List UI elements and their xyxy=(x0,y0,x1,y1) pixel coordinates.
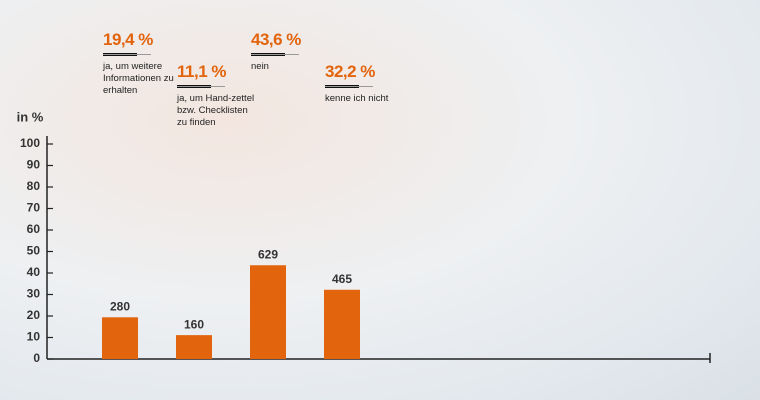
y-tick-label: 50 xyxy=(27,244,41,258)
category-label: 32,2 % kenne ich nicht xyxy=(325,62,403,105)
category-text: ja, um weitere Informationen zu erhalten xyxy=(103,61,174,96)
value-label: 11,1 % xyxy=(177,62,227,81)
y-tick-label: 70 xyxy=(27,201,41,215)
underline xyxy=(325,86,373,87)
bar-count-label: 160 xyxy=(184,317,204,331)
category-text: nein xyxy=(251,61,269,72)
bar xyxy=(250,265,286,359)
y-tick-label: 10 xyxy=(27,330,41,344)
bar-count-label: 629 xyxy=(258,247,278,261)
category-label: 11,1 % ja, um Hand-zettel bzw. Checkliste… xyxy=(177,62,255,129)
category-label: 43,6 % nein xyxy=(251,30,329,73)
y-tick-label: 100 xyxy=(20,136,40,150)
y-tick-label: 30 xyxy=(27,287,41,301)
underline xyxy=(177,86,225,87)
bar xyxy=(176,335,212,359)
value-label: 19,4 % xyxy=(103,30,153,49)
y-tick-label: 60 xyxy=(27,222,41,236)
y-tick-label: 80 xyxy=(27,179,41,193)
category-text: ja, um Hand-zettel bzw. Checklisten zu f… xyxy=(177,93,255,128)
y-tick-label: 20 xyxy=(27,308,41,322)
y-tick-label: 90 xyxy=(27,158,41,172)
bar xyxy=(102,317,138,359)
category-text: kenne ich nicht xyxy=(325,93,389,104)
bar-count-label: 465 xyxy=(332,272,352,286)
value-label: 43,6 % xyxy=(251,30,301,49)
category-label: 19,4 % ja, um weitere Informationen zu er… xyxy=(103,30,181,97)
underline xyxy=(103,54,151,55)
value-label: 32,2 % xyxy=(325,62,375,81)
y-tick-label: 40 xyxy=(27,265,41,279)
bar-count-label: 280 xyxy=(110,299,130,313)
y-axis-label: in % xyxy=(17,109,44,124)
underline xyxy=(251,54,299,55)
bar xyxy=(324,289,360,359)
y-tick-label: 0 xyxy=(33,351,40,365)
